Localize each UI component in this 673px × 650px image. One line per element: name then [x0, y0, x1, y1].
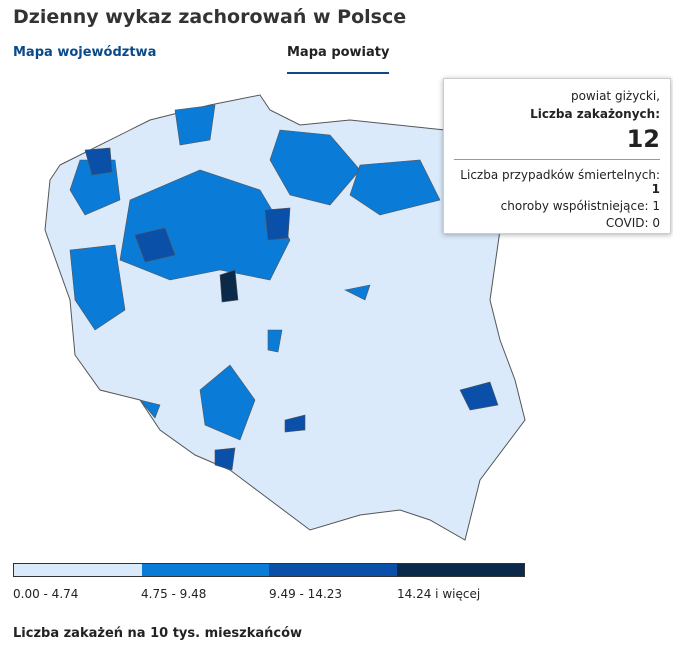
- comorbid: 1: [652, 199, 660, 213]
- covid: 0: [652, 216, 660, 230]
- label: choroby współistniejące:: [500, 199, 649, 213]
- legend-swatch: [269, 564, 397, 576]
- region: [219, 269, 239, 303]
- region-name: powiat giżycki,: [570, 89, 660, 103]
- legend-caption: Liczba zakażeń na 10 tys. mieszkańców: [13, 626, 303, 641]
- title: Dzienny wykaz zachorowań w Polsce: [13, 6, 407, 28]
- legend-swatch: [141, 564, 269, 576]
- label: Liczba przypadków śmiertelnych:: [460, 168, 660, 182]
- legend-label: 9.49 - 14.23: [269, 587, 343, 601]
- regions: [84, 147, 499, 471]
- deaths: 1: [651, 182, 660, 196]
- tab[interactable]: Mapa województwa: [13, 45, 157, 60]
- legend: [13, 563, 525, 577]
- infected-count: 12: [626, 125, 660, 153]
- label: Liczba zakażonych:: [530, 107, 660, 121]
- label: COVID:: [605, 216, 649, 230]
- legend-swatch: [14, 564, 142, 576]
- legend-swatch: [396, 564, 524, 576]
- tooltip: powiat giżycki, Liczba zakażonych: 12 Li…: [443, 78, 671, 234]
- legend-label: 4.75 - 9.48: [141, 587, 207, 601]
- legend-label: 14.24 i więcej: [397, 587, 481, 601]
- legend-label: 0.00 - 4.74: [13, 587, 79, 601]
- regions: [69, 104, 441, 441]
- tab[interactable]: Mapa powiaty: [287, 45, 390, 74]
- divider: [454, 159, 660, 160]
- map: [44, 94, 526, 541]
